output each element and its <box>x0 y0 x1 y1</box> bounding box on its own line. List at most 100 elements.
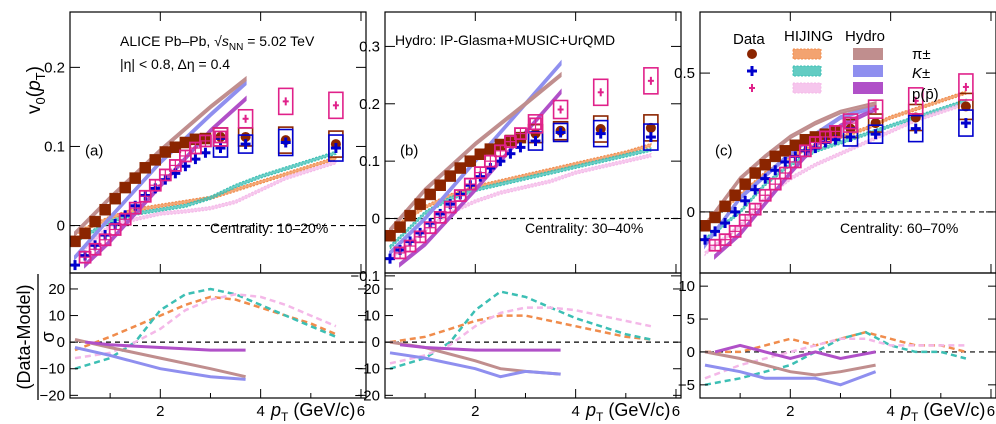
panel-a-centrality: Centrality: 10–20% <box>210 220 328 236</box>
panel-a-ratio-hyd_k <box>74 346 246 381</box>
panel-a-ytick-label-1: 0.1 <box>44 138 65 155</box>
cuts-label: |η| < 0.8, Δη = 0.4 <box>120 56 230 72</box>
panel-c-ratio-hyd_pi <box>704 350 876 377</box>
panel-a-ratio-hyd_p <box>84 340 246 352</box>
panel-b-ytick-label-1: 0 <box>372 211 380 228</box>
y-axis-title-top: v0(pT) <box>24 66 48 114</box>
panel-c-bytick-label-0: −5 <box>678 377 695 394</box>
panel-b-ratio-hij_pi <box>389 314 652 344</box>
panel-a-top-plot <box>70 75 366 271</box>
legend-species-2: p(p̄) <box>912 86 939 103</box>
panel-a: 0 0.1 0.2 (a) Centrality: 10–20% −20 −10 0 10 20 2… <box>40 11 367 424</box>
panel-b-bytick-label-2: 0 <box>372 334 380 351</box>
panel-b-point-pi-17 <box>645 122 656 133</box>
panel-c-bytick-label-1: 0 <box>687 344 695 361</box>
panel-c-tag: (c) <box>715 143 733 160</box>
panel-a-point-p-14-syst-box <box>237 108 254 129</box>
panel-c-x-title-p: p <box>900 400 911 420</box>
panel-b-bytick-label-4: 20 <box>363 281 380 298</box>
panel-b-point-pi-6 <box>444 170 456 182</box>
legend-hijing-swatch-1 <box>792 65 822 77</box>
panel-b-hijing-p-band <box>389 153 652 262</box>
panel-a-xtick-label-2: 6 <box>357 403 365 420</box>
panel-b-ytick-label-0: −0.1 <box>350 268 380 285</box>
panel-b-ytick-label-2: 0.1 <box>359 153 380 170</box>
panel-b-point-pi-3 <box>414 198 426 210</box>
sqrt-s: √s <box>214 33 229 49</box>
panel-c-point-k-17-syst-box <box>958 109 974 137</box>
panel-a-point-pi-6 <box>129 172 141 184</box>
legend-hijing-swatch-2 <box>792 82 822 94</box>
y-title-p: p <box>24 80 45 92</box>
y-title-p-sub: T <box>33 72 48 80</box>
panel-b-ratio-hyd_k <box>389 351 561 379</box>
panel-b-data-p-series <box>393 67 659 260</box>
panel-a-x-title-sub: T <box>281 410 289 424</box>
panel-b-xtick-label-1: 4 <box>571 403 579 420</box>
panel-b-point-k-17-syst-box <box>643 123 659 151</box>
panel-a-hijing-p-band <box>74 159 337 261</box>
panel-a-hydro-k-band <box>74 79 247 262</box>
panel-a-point-pi-9 <box>159 146 172 158</box>
panel-b-top-plot <box>385 59 681 268</box>
panel-b-x-title-p: p <box>585 400 596 420</box>
panel-a-x-title-p: p <box>270 400 281 420</box>
panel-c-ytick-label-0: 0 <box>687 204 695 221</box>
panel-a-point-p-16-syst-box <box>328 91 344 120</box>
panel-a-x-axis-title: pT (GeV/c) <box>270 400 355 424</box>
legend-species-0: π± <box>912 46 931 63</box>
panel-c-ratio-hij_pi <box>705 330 967 354</box>
panel-c-top-plot <box>700 73 996 260</box>
panel-c-point-p-14-syst-box <box>867 99 884 119</box>
panel-a-bottom-plot <box>70 287 366 381</box>
panel-c-point-pi-15 <box>870 118 881 129</box>
panel-c-x-title-sub: T <box>911 410 919 424</box>
panel-a-hijing-pi-band <box>74 155 337 236</box>
panel-a-point-pi-7 <box>139 162 152 174</box>
panel-c-bytick-label-3: 10 <box>678 278 695 295</box>
panel-a-point-k-16-syst-box <box>277 128 294 157</box>
panel-a-point-pi-8 <box>149 154 162 166</box>
panel-b-hijing-k-band <box>389 147 652 251</box>
legend-data-marker-0 <box>747 49 757 59</box>
y-title-paren-open: ( <box>24 90 45 97</box>
panel-a-x-title-unit: (GeV/c) <box>288 400 355 420</box>
panel-b-ratio-hij_k <box>389 290 652 370</box>
panel-b-ytick-label-3: 0.2 <box>359 96 380 113</box>
panel-c-point-pi-5 <box>749 167 761 179</box>
panel-b-point-p-14-syst-box <box>552 99 569 120</box>
panel-a-bytick-label-4: 20 <box>48 281 65 298</box>
legend-species-1: K± <box>912 65 930 82</box>
panel-c-point-pi-2 <box>719 200 731 213</box>
panel-a-point-pi-3 <box>99 203 111 216</box>
panel-b-point-pi-4 <box>424 188 436 201</box>
panel-b-x-title-sub: T <box>596 410 604 424</box>
panel-b-hydro-k-band <box>389 59 562 257</box>
panel-b-point-p-15-syst-box <box>592 78 609 107</box>
panel-c-data-p-series <box>708 73 974 252</box>
panel-c-point-pi-1 <box>709 211 721 224</box>
panel-c-ratio-hij_p <box>704 337 966 380</box>
panel-c-ratio-hyd_k <box>704 363 877 387</box>
panel-b-hydro-p-band <box>399 88 562 268</box>
panel-a-point-pi-2 <box>89 215 101 228</box>
legend-col-data: Data <box>733 31 765 48</box>
panel-b-ratio-hyd_p <box>399 343 561 352</box>
panel-b-bottom-plot <box>385 290 681 379</box>
y-title-denominator: σ <box>38 331 58 342</box>
legend-col-hijing: HIJING <box>784 28 833 45</box>
hydro-desc: Hydro: IP-Glasma+MUSIC+UrQMD <box>395 32 615 48</box>
y-title-numerator: (Data-Model) <box>14 284 34 389</box>
panel-c-centrality: Centrality: 60–70% <box>840 220 958 236</box>
panel-c-xtick-label-0: 2 <box>786 403 794 420</box>
panel-a-bottom-frame <box>69 272 367 399</box>
y-axis-title-bottom: (Data-Model) σ <box>14 274 58 400</box>
collab-label: ALICE Pb–Pb, √sNN = 5.02 TeV <box>120 33 315 53</box>
panel-a-tag: (a) <box>85 143 103 160</box>
panel-a-info: ALICE Pb–Pb, √sNN = 5.02 TeV |η| < 0.8, Δ… <box>120 33 315 72</box>
panel-c-point-pi-17 <box>960 101 971 112</box>
panel-a-bytick-label-1: −10 <box>40 361 65 378</box>
panel-c-point-p-15-syst-box <box>907 87 924 115</box>
panel-a-ytick-label-0: 0 <box>57 218 65 235</box>
energy: = 5.02 TeV <box>243 33 315 49</box>
